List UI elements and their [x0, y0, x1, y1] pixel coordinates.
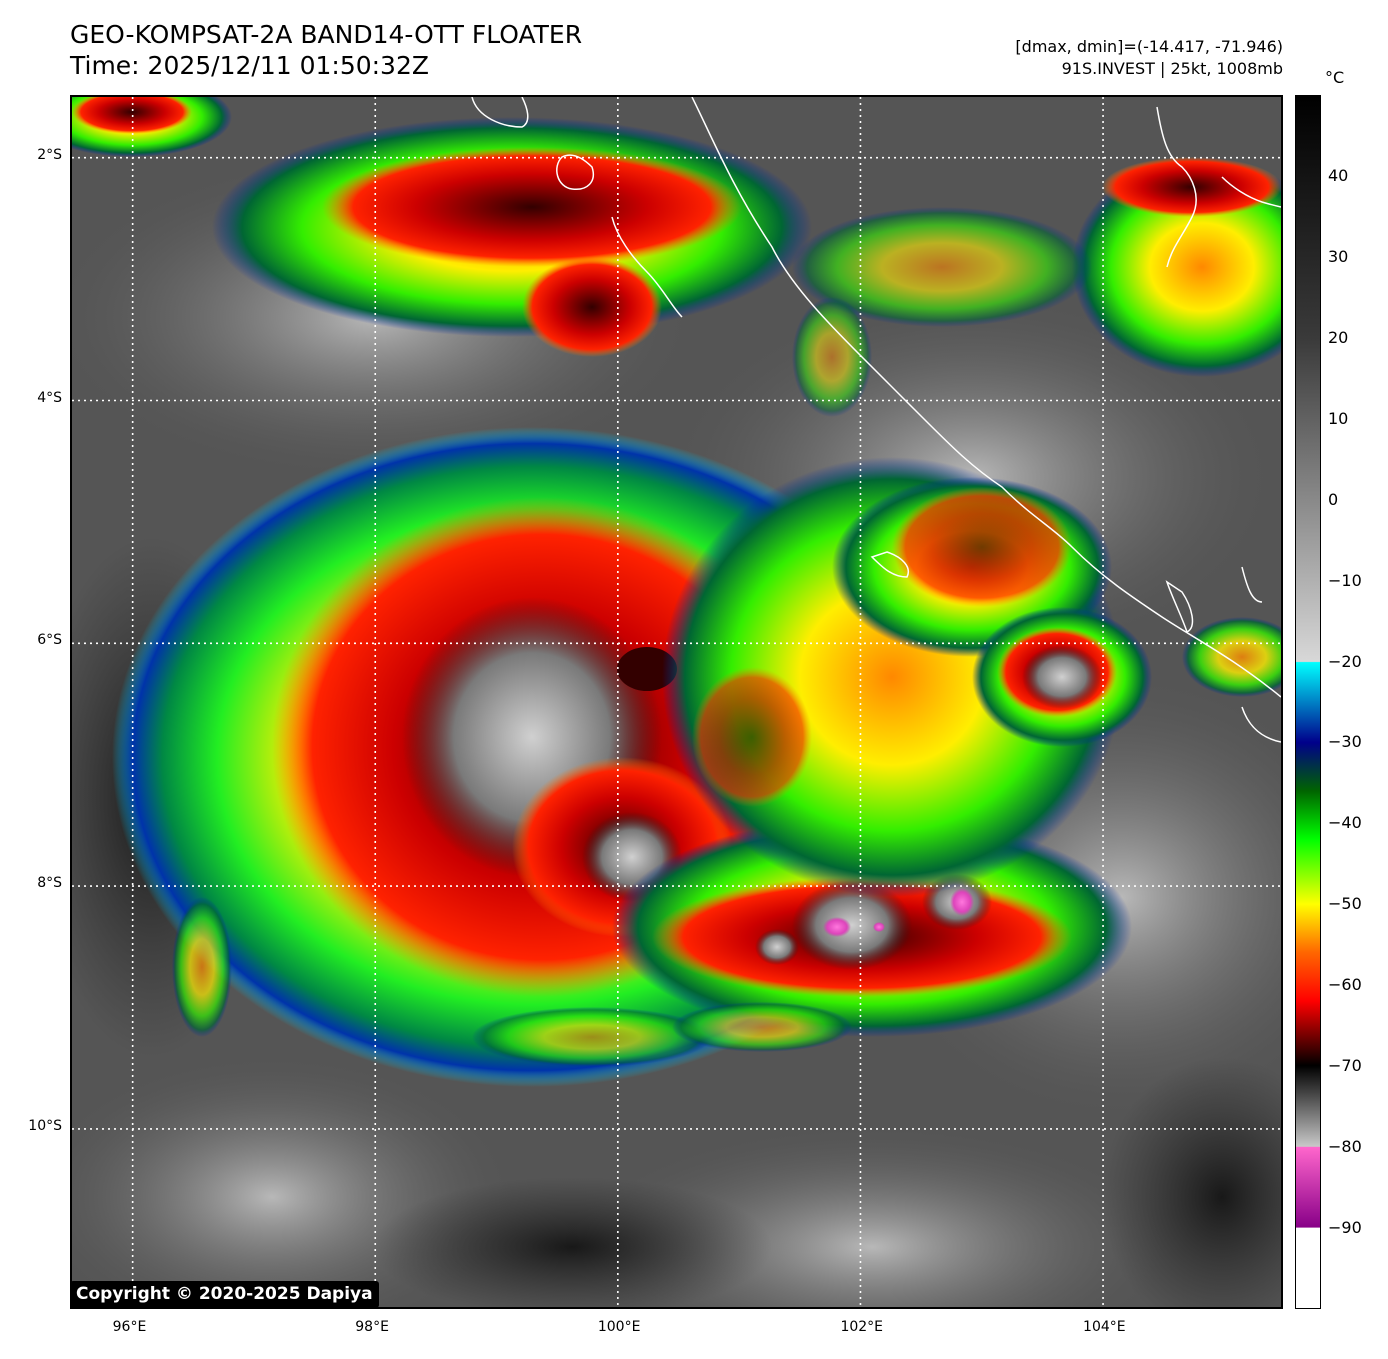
colorbar-tick-label: −40 [1328, 813, 1362, 833]
lon-tick-label: 104°E [1083, 1319, 1126, 1335]
coastline [471, 97, 1281, 743]
colorbar-tick-label: −30 [1328, 732, 1362, 752]
lat-tick-label: 2°S [37, 146, 62, 163]
colorbar-tick-label: −10 [1328, 570, 1362, 590]
colorbar-tick-label: 30 [1328, 246, 1349, 266]
lat-tick-label: 4°S [37, 389, 62, 406]
lat-tick-label: 6°S [37, 632, 62, 649]
satellite-imagery [72, 97, 1281, 1307]
figure-title: GEO-KOMPSAT-2A BAND14-OTT FLOATER [70, 20, 583, 49]
gridlines [72, 97, 1281, 1307]
colorbar-tick-label: −90 [1328, 1218, 1362, 1238]
colorbar-tick-label: 40 [1328, 165, 1349, 185]
lon-tick-label: 100°E [597, 1319, 641, 1335]
lat-tick-label: 8°S [37, 875, 62, 892]
colorbar [1295, 95, 1321, 1309]
colorbar-tick-label: 20 [1328, 327, 1349, 347]
lon-tick-label: 102°E [840, 1319, 884, 1335]
colorbar-tick-label: −50 [1328, 894, 1362, 914]
satellite-map [70, 95, 1283, 1309]
colorbar-tick-label: −20 [1328, 651, 1362, 671]
dmax-dmin-info: [dmax, dmin]=(-14.417, -71.946) [1015, 37, 1283, 56]
copyright-label: Copyright © 2020-2025 Dapiya [70, 1281, 379, 1308]
lat-tick-label: 10°S [28, 1117, 62, 1134]
figure-time: Time: 2025/12/11 01:50:32Z [70, 51, 429, 80]
colorbar-tick-label: 10 [1328, 408, 1349, 428]
colorbar-unit: °C [1325, 68, 1345, 87]
colorbar-tick-label: −80 [1328, 1137, 1362, 1157]
colorbar-tick-label: −60 [1328, 975, 1362, 995]
lon-tick-label: 98°E [355, 1319, 389, 1335]
colorbar-tick-label: −70 [1328, 1056, 1362, 1076]
lon-tick-label: 96°E [112, 1319, 147, 1335]
colorbar-tick-label: 0 [1328, 489, 1339, 509]
storm-info: 91S.INVEST | 25kt, 1008mb [1061, 59, 1283, 78]
